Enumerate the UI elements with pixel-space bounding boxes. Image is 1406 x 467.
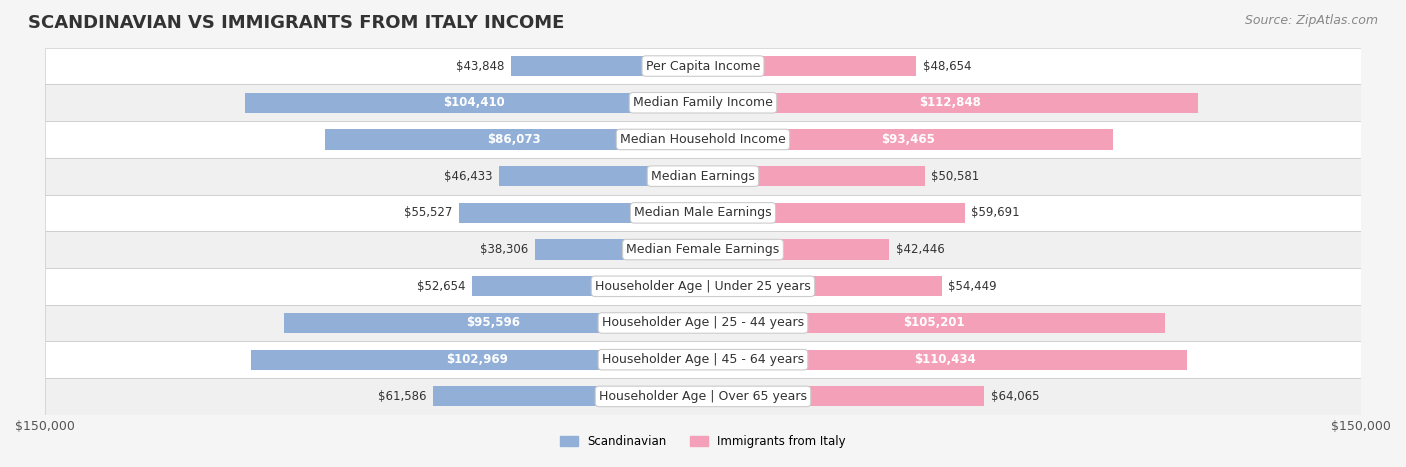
- Text: Per Capita Income: Per Capita Income: [645, 60, 761, 72]
- Bar: [703, 276, 942, 297]
- Text: SCANDINAVIAN VS IMMIGRANTS FROM ITALY INCOME: SCANDINAVIAN VS IMMIGRANTS FROM ITALY IN…: [28, 14, 564, 32]
- Text: Source: ZipAtlas.com: Source: ZipAtlas.com: [1244, 14, 1378, 27]
- Bar: [703, 203, 965, 223]
- Text: $38,306: $38,306: [479, 243, 529, 256]
- Text: $50,581: $50,581: [932, 170, 980, 183]
- Bar: [703, 350, 1188, 370]
- Text: $42,446: $42,446: [896, 243, 945, 256]
- Bar: [45, 121, 1361, 158]
- Bar: [703, 166, 925, 186]
- Bar: [499, 166, 703, 186]
- Text: $55,527: $55,527: [405, 206, 453, 219]
- Legend: Scandinavian, Immigrants from Italy: Scandinavian, Immigrants from Italy: [555, 431, 851, 453]
- Text: $52,654: $52,654: [418, 280, 465, 293]
- Text: $104,410: $104,410: [443, 96, 505, 109]
- Text: Householder Age | Under 25 years: Householder Age | Under 25 years: [595, 280, 811, 293]
- Bar: [472, 276, 703, 297]
- Text: $61,586: $61,586: [378, 390, 426, 403]
- Text: $54,449: $54,449: [949, 280, 997, 293]
- Bar: [45, 341, 1361, 378]
- Bar: [45, 268, 1361, 304]
- Bar: [325, 129, 703, 149]
- Text: Median Household Income: Median Household Income: [620, 133, 786, 146]
- Bar: [45, 231, 1361, 268]
- Text: $86,073: $86,073: [488, 133, 541, 146]
- Bar: [45, 378, 1361, 415]
- Text: $105,201: $105,201: [903, 317, 965, 330]
- Text: $95,596: $95,596: [467, 317, 520, 330]
- Text: Householder Age | Over 65 years: Householder Age | Over 65 years: [599, 390, 807, 403]
- Bar: [703, 92, 1198, 113]
- Text: Median Female Earnings: Median Female Earnings: [627, 243, 779, 256]
- Text: $43,848: $43,848: [456, 60, 505, 72]
- Text: Householder Age | 45 - 64 years: Householder Age | 45 - 64 years: [602, 353, 804, 366]
- Text: $46,433: $46,433: [444, 170, 492, 183]
- Bar: [45, 195, 1361, 231]
- Bar: [252, 350, 703, 370]
- Bar: [284, 313, 703, 333]
- Bar: [45, 304, 1361, 341]
- Bar: [433, 386, 703, 406]
- Bar: [534, 240, 703, 260]
- Text: Median Male Earnings: Median Male Earnings: [634, 206, 772, 219]
- Text: $110,434: $110,434: [914, 353, 976, 366]
- Text: Median Family Income: Median Family Income: [633, 96, 773, 109]
- Bar: [703, 129, 1114, 149]
- Text: $59,691: $59,691: [972, 206, 1021, 219]
- Bar: [245, 92, 703, 113]
- Bar: [510, 56, 703, 76]
- Text: $102,969: $102,969: [446, 353, 508, 366]
- Text: Householder Age | 25 - 44 years: Householder Age | 25 - 44 years: [602, 317, 804, 330]
- Text: Median Earnings: Median Earnings: [651, 170, 755, 183]
- Bar: [45, 158, 1361, 195]
- Bar: [703, 386, 984, 406]
- Bar: [45, 85, 1361, 121]
- Bar: [703, 56, 917, 76]
- Text: $48,654: $48,654: [922, 60, 972, 72]
- Text: $112,848: $112,848: [920, 96, 981, 109]
- Bar: [45, 48, 1361, 85]
- Bar: [703, 240, 889, 260]
- Text: $64,065: $64,065: [991, 390, 1039, 403]
- Bar: [703, 313, 1164, 333]
- Bar: [460, 203, 703, 223]
- Text: $93,465: $93,465: [882, 133, 935, 146]
